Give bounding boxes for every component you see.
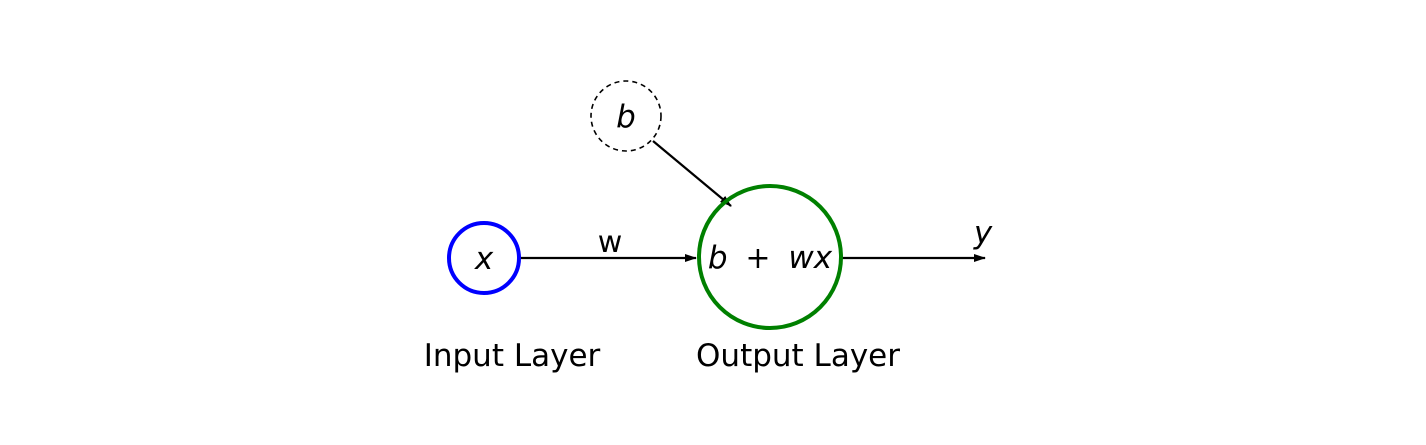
output-node-label-plus: + [745,241,770,276]
weight-label: w [598,225,623,260]
input-layer-label: Input Layer [424,338,601,374]
output-node: b + wx [697,184,843,330]
input-node-label: x [474,241,494,277]
output-layer-label: Output Layer [696,338,900,374]
output-node-circle [697,184,843,330]
input-node-circle [447,221,521,295]
output-node-label-b: b [708,240,728,276]
input-node: x [447,221,521,295]
output-node-label-wx: wx [788,240,832,276]
output-y-label: y [973,215,993,251]
bias-node-circle [590,80,662,152]
output-node-label: b + wx [708,240,833,276]
bias-node: b [590,80,662,152]
bias-node-label: b [616,99,636,135]
bias-to-output-edge [652,140,732,207]
